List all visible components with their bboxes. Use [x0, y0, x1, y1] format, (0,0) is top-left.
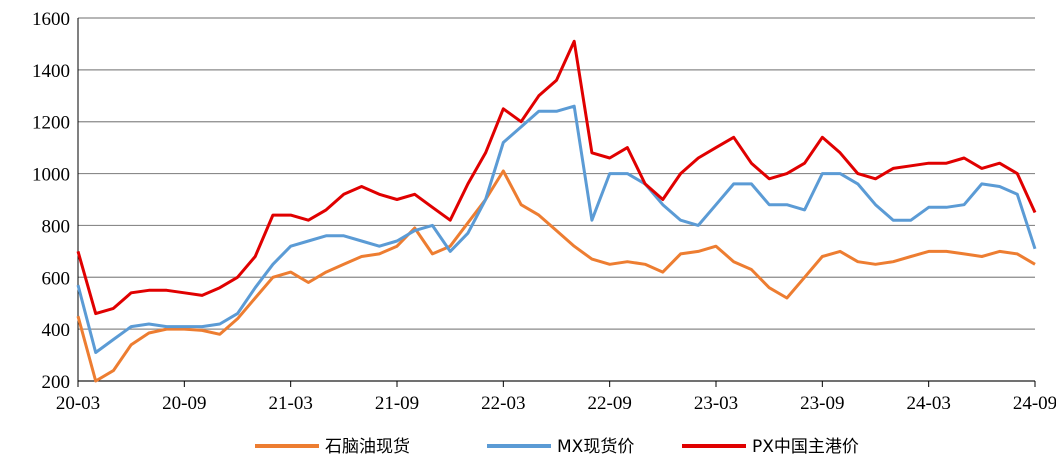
y-tick-label: 1000	[32, 165, 70, 186]
y-tick-label: 400	[42, 320, 71, 341]
x-tick-label: 23-03	[694, 393, 738, 414]
x-axis-tick-labels: 20-03 20-09 21-03 21-09 22-03 22-09 23-03 23-09…	[56, 393, 1056, 414]
x-tick-label: 22-09	[588, 393, 632, 414]
legend: 石脑油现货 MX现货价 PX中国主港价	[255, 437, 859, 457]
series-line-2	[76, 39, 1037, 316]
series-line-0	[76, 169, 1036, 383]
x-tick-label: 24-09	[1013, 393, 1056, 414]
y-tick-label: 1200	[32, 113, 70, 134]
series-line-1	[76, 104, 1037, 354]
y-tick-label: 1400	[32, 61, 70, 82]
x-tick-label: 22-03	[481, 393, 525, 414]
y-tick-label: 1600	[32, 9, 70, 30]
x-tick-label: 20-03	[56, 393, 100, 414]
legend-label: PX中国主港价	[752, 437, 859, 457]
x-tick-label: 21-09	[375, 393, 419, 414]
legend-label: MX现货价	[557, 437, 634, 457]
y-tick-label: 200	[42, 372, 71, 393]
y-tick-label: 800	[42, 216, 71, 237]
x-tick-label: 21-03	[269, 393, 313, 414]
legend-label: 石脑油现货	[325, 437, 410, 457]
x-tick-label: 23-09	[800, 393, 844, 414]
y-tick-label: 600	[42, 268, 71, 289]
y-axis-tick-labels: 200 400 600 800 1000 1200 1400 1600	[32, 9, 70, 393]
x-tick-label: 24-03	[907, 393, 951, 414]
x-tick-label: 20-09	[162, 393, 206, 414]
series-lines	[76, 39, 1037, 383]
gridlines	[78, 17, 1035, 382]
